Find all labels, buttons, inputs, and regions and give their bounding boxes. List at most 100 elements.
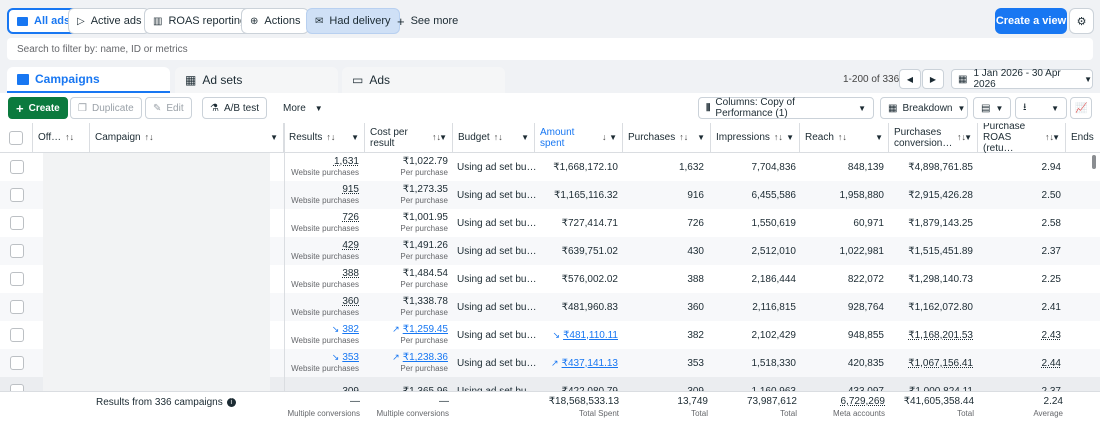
column-header[interactable]: Reach ↑↓ ▼ bbox=[800, 123, 889, 153]
cell-value[interactable]: ₹1,168,201.53 bbox=[908, 329, 973, 341]
create-view-button[interactable]: Create a view bbox=[995, 8, 1067, 34]
view-tab-active-ads[interactable]: ▷ Active ads bbox=[68, 8, 151, 34]
ab-test-button[interactable]: ⚗ A/B test bbox=[202, 97, 267, 119]
footer-spent: ₹18,568,533.13 Total Spent bbox=[535, 396, 619, 420]
column-header[interactable]: Amount spent ↓ ▼ bbox=[535, 123, 623, 153]
chevron-down-icon[interactable]: ▼ bbox=[964, 133, 972, 142]
sort-desc-icon[interactable]: ↓ bbox=[602, 132, 607, 142]
cell-value[interactable]: 1,631 bbox=[333, 156, 359, 167]
sliders-icon: ⚙ bbox=[1076, 15, 1087, 28]
settings-button[interactable]: ⚙ bbox=[1069, 8, 1094, 34]
table-row[interactable]: ↘ 382 Website purchases ↗ ₹1,259.45 Per purch… bbox=[0, 321, 1100, 349]
column-header[interactable]: Results ↑↓ ▼ bbox=[284, 123, 365, 153]
cell-value[interactable]: 360 bbox=[342, 296, 359, 307]
prev-page-button[interactable]: ◀ bbox=[899, 69, 921, 89]
duplicate-button[interactable]: ❐ Duplicate bbox=[70, 97, 142, 119]
cell-value[interactable]: ₹481,110.11 bbox=[563, 329, 618, 341]
row-checkbox[interactable] bbox=[10, 328, 24, 342]
column-header[interactable]: Purchases ↑↓ ▼ bbox=[623, 123, 711, 153]
cell-purchases: 430 bbox=[623, 237, 704, 265]
sort-icon[interactable]: ↑↓ bbox=[65, 132, 75, 142]
cell-value[interactable]: 382 bbox=[342, 324, 359, 335]
more-button[interactable]: More ▼ bbox=[276, 97, 330, 119]
column-header[interactable]: Purchases conversion… ↑↓ ▼ bbox=[889, 123, 978, 153]
sort-icon[interactable]: ↑↓ bbox=[773, 132, 783, 142]
row-checkbox[interactable] bbox=[10, 244, 24, 258]
chevron-down-icon[interactable]: ▼ bbox=[439, 133, 447, 142]
columns-dropdown[interactable]: ⦀ Columns: Copy of Performance (1) ▼ bbox=[698, 97, 874, 119]
cell-value[interactable]: ₹437,141.13 bbox=[561, 357, 618, 369]
cell-cpr: ↗ ₹1,259.45 Per purchase bbox=[365, 321, 448, 349]
sort-icon[interactable]: ↑↓ bbox=[493, 132, 503, 142]
column-header[interactable]: Campaign ↑↓ ▼ bbox=[90, 123, 284, 153]
tab-ad-sets[interactable]: ▦ Ad sets bbox=[175, 67, 338, 93]
cell-value-wrap: 420,835 bbox=[848, 358, 884, 369]
chevron-down-icon[interactable]: ▼ bbox=[270, 133, 278, 142]
view-tab-actions[interactable]: ⊕ Actions bbox=[241, 8, 310, 34]
cell-value[interactable]: 915 bbox=[342, 184, 359, 195]
tab-campaigns[interactable]: Campaigns bbox=[7, 67, 170, 93]
sort-icon[interactable]: ↑↓ bbox=[326, 132, 336, 142]
chevron-down-icon[interactable]: ▼ bbox=[697, 133, 705, 142]
charts-button[interactable]: 📈 bbox=[1070, 97, 1092, 119]
column-header[interactable]: Budget ↑↓ ▼ bbox=[453, 123, 535, 153]
view-tab-roas-reporting[interactable]: ▥ ROAS reporting bbox=[144, 8, 256, 34]
column-header[interactable]: Cost per result ↑↓ ▼ bbox=[365, 123, 453, 153]
table-row[interactable]: 726 Website purchases ₹1,001.95 Per purchas… bbox=[0, 209, 1100, 237]
reports-button[interactable]: ▤ ▼ bbox=[973, 97, 1011, 119]
row-checkbox[interactable] bbox=[10, 188, 24, 202]
vertical-scrollbar[interactable] bbox=[1092, 155, 1096, 169]
cell-value[interactable]: ₹1,259.45 bbox=[402, 324, 448, 335]
cell-value-wrap: ₹1,484.54 bbox=[403, 268, 448, 279]
cell-value[interactable]: ₹1,067,156.41 bbox=[908, 357, 973, 369]
select-all-checkbox[interactable] bbox=[9, 130, 23, 145]
chevron-down-icon[interactable]: ▼ bbox=[1052, 133, 1060, 142]
view-tab-all-ads[interactable]: All ads bbox=[7, 8, 81, 34]
cell-value[interactable]: 353 bbox=[342, 352, 359, 363]
export-button[interactable]: ⭳ ▼ bbox=[1015, 97, 1067, 119]
table-row[interactable]: 1,631 Website purchases ₹1,022.79 Per purch… bbox=[0, 153, 1100, 181]
chevron-down-icon[interactable]: ▼ bbox=[875, 133, 883, 142]
cell-value[interactable]: 429 bbox=[342, 240, 359, 251]
row-checkbox[interactable] bbox=[10, 356, 24, 370]
row-checkbox[interactable] bbox=[10, 160, 24, 174]
view-tab-had-delivery[interactable]: ✉ Had delivery bbox=[306, 8, 400, 34]
column-header[interactable]: Ends bbox=[1066, 123, 1100, 153]
chevron-down-icon[interactable]: ▼ bbox=[351, 133, 359, 142]
sort-icon[interactable]: ↑↓ bbox=[144, 132, 154, 142]
info-icon[interactable]: i bbox=[226, 398, 236, 407]
sort-icon[interactable]: ↑↓ bbox=[679, 132, 689, 142]
cell-budget: Using ad set bu… bbox=[457, 265, 537, 293]
column-header[interactable]: Off… ↑↓ bbox=[33, 123, 90, 153]
cell-roas: 2.50 bbox=[978, 181, 1061, 209]
sort-icon[interactable]: ↑↓ bbox=[957, 132, 966, 142]
search-input[interactable]: Search to filter by: name, ID or metrics bbox=[7, 38, 1093, 60]
cell-value[interactable]: ₹1,238.36 bbox=[402, 352, 448, 363]
row-select-cell bbox=[10, 181, 26, 209]
column-header[interactable]: Purchase ROAS (retu… ↑↓ ▼ bbox=[978, 123, 1066, 154]
next-page-button[interactable]: ▶ bbox=[922, 69, 944, 89]
cell-value[interactable]: 726 bbox=[342, 212, 359, 223]
chevron-down-icon[interactable]: ▼ bbox=[521, 133, 529, 142]
cell-value-wrap: 2.94 bbox=[1042, 162, 1061, 173]
sort-icon[interactable]: ↑↓ bbox=[837, 132, 847, 142]
chevron-down-icon[interactable]: ▼ bbox=[786, 133, 794, 142]
date-range-picker[interactable]: ▦ 1 Jan 2026 - 30 Apr 2026 ▼ bbox=[951, 68, 1093, 90]
create-button[interactable]: + Create bbox=[8, 97, 68, 119]
see-more-button[interactable]: + See more bbox=[389, 8, 466, 34]
table-row[interactable]: 388 Website purchases ₹1,484.54 Per purchas… bbox=[0, 265, 1100, 293]
row-checkbox[interactable] bbox=[10, 272, 24, 286]
row-checkbox[interactable] bbox=[10, 216, 24, 230]
sort-icon[interactable]: ↑↓ bbox=[1045, 132, 1054, 142]
chevron-down-icon[interactable]: ▼ bbox=[609, 133, 617, 142]
cell-value[interactable]: 2.44 bbox=[1041, 357, 1061, 369]
breakdown-dropdown[interactable]: ▦ Breakdown ▼ bbox=[880, 97, 968, 119]
sort-icon[interactable]: ↑↓ bbox=[432, 132, 441, 142]
cell-value[interactable]: 2.43 bbox=[1041, 329, 1061, 341]
cell-value: 2.94 bbox=[1041, 161, 1061, 173]
cell-value[interactable]: 388 bbox=[342, 268, 359, 279]
edit-button[interactable]: ✎ Edit bbox=[145, 97, 192, 119]
tab-ads[interactable]: ▭ Ads bbox=[342, 67, 505, 93]
row-checkbox[interactable] bbox=[10, 300, 24, 314]
column-header[interactable]: Impressions ↑↓ ▼ bbox=[711, 123, 800, 153]
